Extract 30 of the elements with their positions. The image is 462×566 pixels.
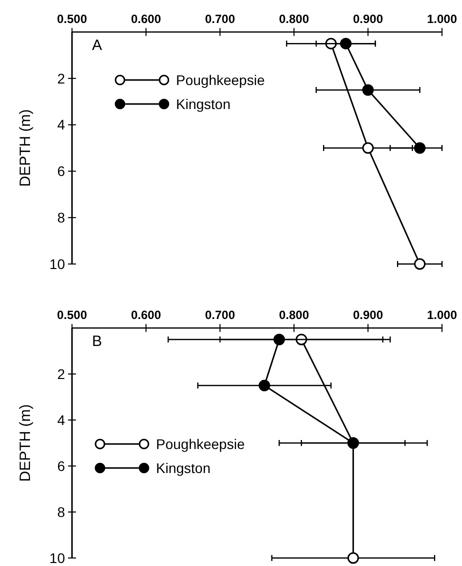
x-tick-label: 0.900 bbox=[352, 12, 384, 26]
chart-title: A bbox=[92, 37, 102, 54]
y-tick-label: 2 bbox=[57, 70, 66, 86]
y-tick-label: 8 bbox=[57, 210, 66, 226]
y-axis-title: DEPTH (m) bbox=[17, 404, 34, 482]
x-tick-label: 0.900 bbox=[352, 308, 384, 322]
x-tick-label: 0.800 bbox=[278, 308, 310, 322]
y-tick-label: 2 bbox=[57, 366, 66, 382]
y-tick-label: 10 bbox=[49, 256, 66, 272]
x-tick-label: 0.600 bbox=[130, 308, 162, 322]
legend-label: Kingston bbox=[176, 96, 230, 112]
x-tick-label: 0.600 bbox=[130, 12, 162, 26]
y-tick-label: 4 bbox=[57, 116, 66, 133]
y-tick-label: 6 bbox=[57, 163, 66, 180]
y-tick-label: 6 bbox=[57, 458, 66, 474]
y-tick-label: 8 bbox=[57, 504, 66, 520]
chart-title: B bbox=[92, 333, 102, 350]
legend-label: Poughkeepsie bbox=[176, 72, 265, 88]
x-tick-label: 0.700 bbox=[204, 12, 236, 26]
x-tick-label: 1.000 bbox=[426, 308, 458, 322]
x-tick-label: 0.500 bbox=[56, 12, 88, 26]
legend-label: Kingston bbox=[156, 460, 210, 476]
y-axis-title: DEPTH (m) bbox=[17, 109, 34, 187]
x-tick-label: 1.000 bbox=[426, 12, 458, 26]
x-tick-label: 0.500 bbox=[56, 308, 88, 322]
y-tick-label: 4 bbox=[57, 412, 66, 428]
legend-label: Poughkeepsie bbox=[156, 436, 245, 452]
x-tick-label: 0.700 bbox=[204, 308, 236, 322]
x-tick-label: 0.800 bbox=[278, 12, 310, 26]
y-tick-label: 10 bbox=[49, 550, 66, 566]
